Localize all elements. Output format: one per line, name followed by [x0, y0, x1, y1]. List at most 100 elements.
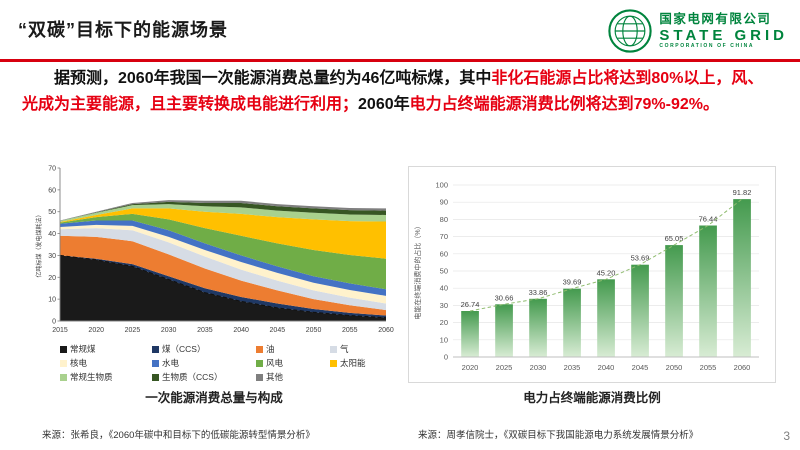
svg-text:0: 0	[52, 319, 56, 326]
legend-label: 生物质（CCS）	[162, 372, 223, 382]
legend-swatch	[60, 373, 67, 381]
legend-label: 煤（CCS）	[162, 344, 206, 354]
logo-company-name-en: STATE GRID	[659, 26, 788, 44]
legend-swatch	[256, 359, 263, 367]
chart-legend: 常规煤 煤（CCS） 油 气核电 水电 风电 太阳能常规生物质 生物质（CCS） 其他	[34, 343, 394, 383]
electricity-share-bar-chart: 010203040506070809010026.74202030.662025…	[413, 181, 759, 372]
legend-item: 其他	[256, 371, 322, 383]
svg-text:65.05: 65.05	[665, 234, 684, 243]
bar-chart-frame: 0 10 20 30 40 50 60 70 80 90 100 26.74 2020 30.66 2025…	[408, 166, 776, 383]
svg-text:39.69: 39.69	[563, 278, 582, 287]
svg-text:76.44: 76.44	[699, 215, 718, 224]
legend-swatch	[60, 345, 67, 353]
svg-text:33.86: 33.86	[529, 288, 548, 297]
svg-text:70: 70	[440, 232, 448, 241]
legend-item: 风电	[256, 357, 322, 369]
legend-item: 常规煤	[60, 343, 144, 355]
state-grid-logo: 国家电网有限公司 STATE GRID CORPORATION OF CHINA	[607, 8, 788, 54]
svg-text:电能在终端消费中的占比（%）: 电能在终端消费中的占比（%）	[413, 222, 422, 319]
svg-text:2020: 2020	[88, 327, 104, 334]
legend-swatch	[152, 359, 159, 367]
svg-text:2030: 2030	[530, 363, 547, 372]
legend-swatch	[152, 345, 159, 353]
svg-text:50: 50	[48, 209, 56, 216]
svg-text:2035: 2035	[197, 327, 213, 334]
svg-text:10: 10	[48, 297, 56, 304]
logo-company-name-cn: 国家电网有限公司	[659, 12, 772, 27]
legend-item: 煤（CCS）	[152, 343, 248, 355]
svg-text:2050: 2050	[666, 363, 683, 372]
svg-text:2030: 2030	[161, 327, 177, 334]
electricity-share-chart-block: 0 10 20 30 40 50 60 70 80 90 100 26.74 2020 30.66 2025…	[408, 166, 776, 406]
svg-text:80: 80	[440, 215, 448, 224]
legend-label: 常规生物质	[70, 372, 113, 382]
legend-label: 气	[340, 344, 349, 354]
legend-label: 核电	[70, 358, 88, 368]
legend-item: 气	[330, 343, 402, 355]
paragraph-segment-red: 电力占终端能源消费比例将达到79%-92%。	[409, 95, 720, 113]
svg-text:2050: 2050	[306, 327, 322, 334]
svg-text:2045: 2045	[632, 363, 649, 372]
svg-text:2045: 2045	[270, 327, 286, 334]
paragraph-segment-black: 据预测，2060年我国一次能源消费总量约为46亿吨标煤，其中	[54, 70, 492, 87]
legend-item: 油	[256, 343, 322, 355]
page-number: 3	[783, 429, 790, 443]
legend-swatch	[330, 359, 337, 367]
paragraph-segment-red: 非化石能源占比将达到80%以上，风、光成为主要能源，且主要转换成电能进行利用；	[22, 70, 764, 113]
logo-company-subtitle: CORPORATION OF CHINA	[659, 42, 755, 49]
paragraph-segment-black: 2060年	[358, 95, 410, 113]
legend-label: 常规煤	[70, 344, 96, 354]
svg-text:2060: 2060	[734, 363, 751, 372]
svg-text:2025: 2025	[125, 327, 141, 334]
svg-text:2040: 2040	[598, 363, 615, 372]
svg-text:2060: 2060	[378, 327, 394, 334]
svg-text:45.20: 45.20	[597, 268, 616, 277]
svg-text:2025: 2025	[496, 363, 513, 372]
legend-item: 水电	[152, 357, 248, 369]
legend-label: 其他	[266, 372, 284, 382]
primary-energy-chart-block: 0 10 20 30 40 50 60 70 2015 2020 2025 2030 2035 2040 2…	[34, 163, 394, 406]
svg-text:30: 30	[48, 253, 56, 260]
legend-label: 油	[266, 344, 275, 354]
svg-text:30.66: 30.66	[495, 293, 514, 302]
legend-label: 水电	[162, 358, 180, 368]
svg-text:100: 100	[435, 181, 448, 190]
svg-text:40: 40	[440, 284, 448, 293]
svg-text:90: 90	[440, 198, 448, 207]
svg-text:2055: 2055	[700, 363, 717, 372]
svg-text:2040: 2040	[233, 327, 249, 334]
state-grid-globe-icon	[608, 9, 653, 53]
svg-text:2015: 2015	[52, 327, 68, 334]
legend-swatch	[152, 373, 159, 381]
legend-item: 核电	[60, 357, 144, 369]
red-divider-line	[0, 59, 800, 62]
svg-text:2020: 2020	[462, 363, 479, 372]
svg-text:60: 60	[440, 249, 448, 258]
svg-text:70: 70	[48, 166, 56, 173]
legend-label: 太阳能	[340, 358, 366, 368]
svg-text:10: 10	[440, 335, 448, 344]
svg-text:亿吨标煤（发电煤耗法）: 亿吨标煤（发电煤耗法）	[35, 211, 43, 277]
legend-item: 常规生物质	[60, 371, 144, 383]
legend-item: 生物质（CCS）	[152, 371, 248, 383]
legend-swatch	[330, 345, 337, 353]
svg-text:50: 50	[440, 267, 448, 276]
svg-text:20: 20	[48, 275, 56, 282]
legend-swatch	[60, 359, 67, 367]
svg-text:53.69: 53.69	[631, 254, 650, 263]
right-chart-source: 来源：周孝信院士，《双碳目标下我国能源电力系统发展情景分析》	[418, 430, 699, 441]
svg-text:20: 20	[440, 318, 448, 327]
svg-text:40: 40	[48, 231, 56, 238]
summary-paragraph: 据预测，2060年我国一次能源消费总量约为46亿吨标煤，其中非化石能源占比将达到…	[22, 66, 776, 117]
logo-text: 国家电网有限公司 STATE GRID CORPORATION OF CHINA	[659, 12, 788, 49]
legend-swatch	[256, 373, 263, 381]
svg-text:2035: 2035	[564, 363, 581, 372]
right-chart-caption: 电力占终端能源消费比例	[523, 391, 661, 405]
slide-title: “双碳”目标下的能源场景	[18, 20, 228, 40]
legend-swatch	[256, 345, 263, 353]
svg-text:91.82: 91.82	[733, 188, 752, 197]
svg-text:60: 60	[48, 187, 56, 194]
svg-text:2055: 2055	[342, 327, 358, 334]
